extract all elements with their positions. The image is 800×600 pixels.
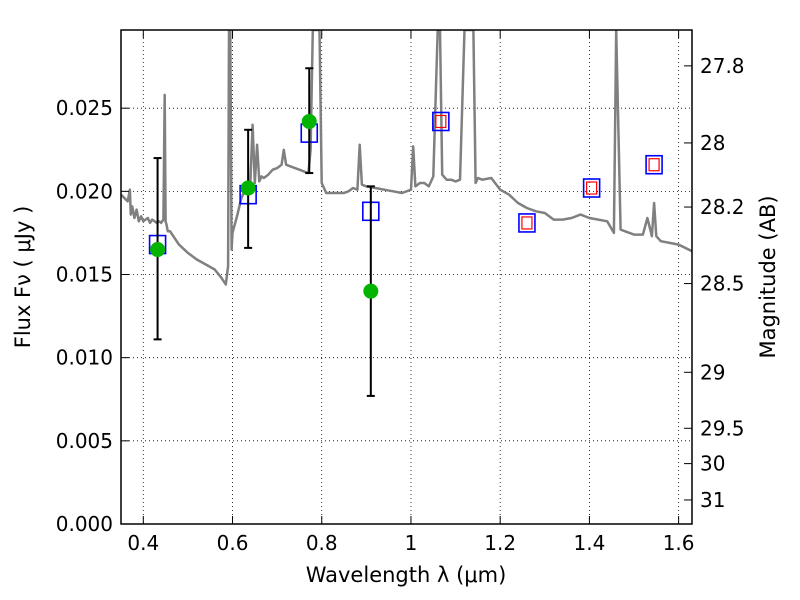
- y-tick-label: 0.020: [56, 179, 113, 203]
- model-flux-square-outer: [582, 178, 601, 198]
- x-tick-label: 0.4: [127, 531, 159, 555]
- model-flux-square-inner: [648, 158, 660, 172]
- mag-tick-label: 31: [700, 488, 725, 512]
- model-flux-square-inner: [435, 114, 447, 129]
- y-tick-label: 0.005: [56, 429, 113, 453]
- observed-flux-point: [240, 180, 256, 196]
- mag-tick-label: 29.5: [700, 416, 745, 440]
- mag-tick-label: 28: [700, 131, 725, 155]
- x-tick-label: 1.6: [663, 531, 695, 555]
- right-axis-title: Magnitude (AB): [756, 195, 780, 358]
- model-flux-square-outer: [432, 111, 450, 132]
- y-tick-label: 0.025: [56, 96, 113, 120]
- error-bars: [150, 67, 379, 397]
- y-axis-title: Flux Fν ( μJy ): [11, 206, 35, 349]
- mag-tick-label: 27.8: [700, 54, 745, 78]
- plot-area: [121, 30, 692, 286]
- mag-tick-label: 28.2: [700, 195, 745, 219]
- x-tick-label: 0.8: [306, 531, 338, 555]
- y-tick-label: 0.010: [56, 346, 113, 370]
- model-flux-square-outer: [645, 154, 663, 175]
- x-tick-label: 0.6: [217, 531, 249, 555]
- mag-tick-label: 30: [700, 452, 725, 476]
- x-axis-title: Wavelength λ (μm): [306, 563, 507, 587]
- mag-tick-label: 28.5: [700, 272, 745, 296]
- plot-frame: [120, 29, 693, 525]
- y-tick-label: 0.000: [56, 512, 113, 536]
- axis-ticks: 0.4 0.6 0.8 1 1.2 1.4 1.6 0.000 0.005 0.010 0.015 0…: [56, 30, 745, 555]
- observed-flux-point: [363, 283, 379, 299]
- x-tick-label: 1.4: [573, 531, 605, 555]
- model-spectrum-line: [121, 30, 692, 286]
- model-flux-square-inner: [521, 216, 533, 230]
- x-tick-label: 1.2: [484, 531, 516, 555]
- observed-flux-point: [301, 113, 317, 129]
- mag-tick-label: 29: [700, 360, 725, 384]
- observed-flux-point: [150, 242, 166, 258]
- model-flux-square-outer: [518, 213, 536, 233]
- model-flux-square-inner: [586, 181, 598, 195]
- x-tick-label: 1: [405, 531, 418, 555]
- y-tick-label: 0.015: [56, 263, 113, 287]
- grid: [121, 30, 692, 525]
